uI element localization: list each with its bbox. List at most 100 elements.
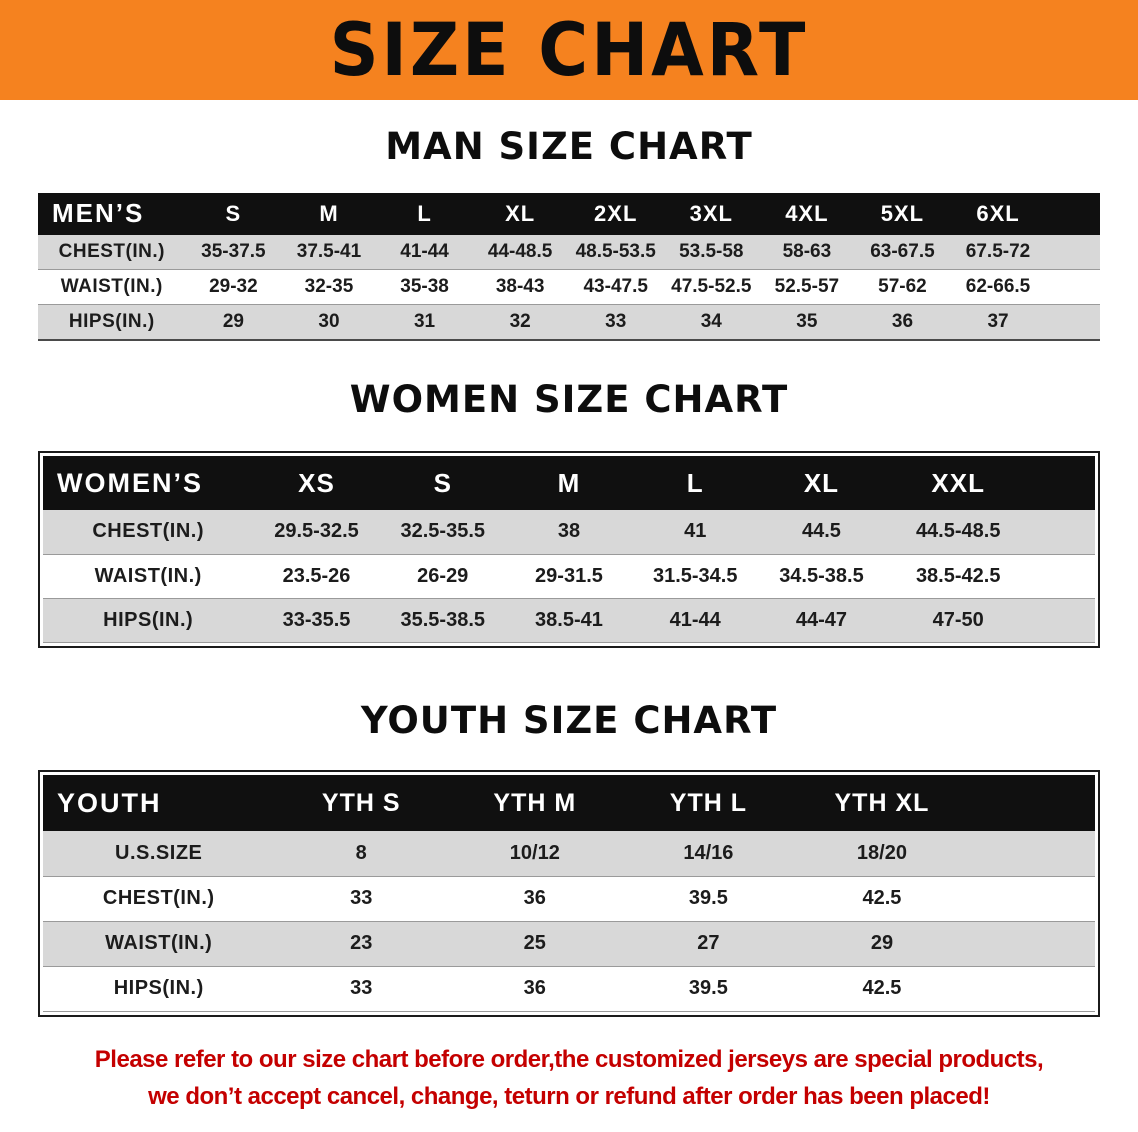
disclaimer-line-1: Please refer to our size chart before or… [94, 1045, 1044, 1073]
measurement-value-cell: 23 [350, 932, 373, 955]
measurement-label-cell: CHEST(IN.) [58, 240, 165, 262]
size-data-row: WAIST(IN.) 29-32 32-35 35-38 38-43 43-47.5 47.… [38, 269, 1100, 305]
size-data-row: HIPS(IN.) 33-35.5 35.5-38.5 38.5-41 41-44 44-… [43, 598, 1095, 643]
measurement-value-cell: 34 [700, 310, 722, 332]
measurement-value-cell: 41 [684, 520, 707, 543]
measurement-value-cell: 8 [355, 841, 367, 864]
size-column-header: S [379, 456, 506, 511]
measurement-value-cell: 32 [509, 310, 531, 332]
measurement-value-cell: 33 [605, 310, 627, 332]
men-section-title: MAN SIZE CHART [385, 125, 753, 168]
banner: SIZE CHART [0, 0, 1138, 100]
measurement-value-cell: 35-37.5 [201, 240, 266, 262]
disclaimer: Please refer to our size chart before or… [28, 1041, 1110, 1115]
measurement-label-cell: HIPS(IN.) [68, 310, 155, 332]
size-data-row: CHEST(IN.) 29.5-32.5 32.5-35.5 38 41 44.5 44.5… [43, 510, 1095, 555]
measurement-value-cell: 29-31.5 [535, 564, 603, 587]
measurement-value-cell: 42.5 [862, 977, 902, 1000]
size-column-header: L [376, 192, 473, 235]
measurement-value-cell: 58-63 [782, 240, 832, 262]
measurement-value-cell: 39.5 [688, 977, 728, 1000]
measurement-value-cell [1046, 270, 1100, 305]
measurement-label-cell: WAIST(IN.) [60, 276, 163, 298]
measurement-value-cell: 47.5-52.5 [671, 276, 752, 298]
measurement-label-cell: WAIST(IN.) [94, 564, 202, 587]
size-column-header: 3XL [663, 192, 760, 235]
measurement-value-cell [969, 966, 1095, 1011]
measurement-value-cell: 31 [413, 310, 436, 332]
youth-section-title: YOUTH SIZE CHART [360, 698, 778, 742]
women-section-title: WOMEN SIZE CHART [349, 377, 789, 421]
measurement-label-cell: WAIST(IN.) [105, 932, 213, 955]
size-data-row: CHEST(IN.) 35-37.5 37.5-41 41-44 44-48.5 48.5… [38, 234, 1100, 270]
measurement-value-cell: 39.5 [688, 887, 728, 910]
men-size-chart-section: MAN SIZE CHART MEN’S S M L XL 2XL 3XL 4XL 5XL 6XL… [0, 125, 1138, 341]
measurement-label-cell: HIPS(IN.) [113, 977, 204, 1000]
size-column-header: YTH L [621, 775, 796, 832]
women-size-table: WOMEN’S XS S M L XL XXL CHEST(IN.) 29.5-32.5 32.5… [43, 456, 1095, 643]
size-column-header: XL [758, 456, 885, 511]
size-data-row: WAIST(IN.) 23.5-26 26-29 29-31.5 31.5-34.5 34… [43, 554, 1095, 599]
measurement-value-cell: 32-35 [304, 276, 354, 298]
measurement-value-cell [1032, 554, 1095, 598]
measurement-value-cell: 27 [697, 932, 720, 955]
measurement-value-cell: 33-35.5 [282, 608, 351, 631]
size-column-header: 4XL [759, 192, 855, 235]
measurement-value-cell: 33 [350, 977, 373, 1000]
charts-area: MAN SIZE CHART MEN’S S M L XL 2XL 3XL 4XL 5XL 6XL… [0, 125, 1138, 1017]
size-column-header: M [281, 192, 377, 235]
size-data-row: HIPS(IN.) 29 30 31 32 33 34 35 36 37 [38, 304, 1100, 340]
measurement-label-cell: CHEST(IN.) [102, 887, 215, 910]
measurement-value-cell: 34.5-38.5 [779, 564, 864, 587]
measurement-label-cell: CHEST(IN.) [92, 520, 205, 543]
measurement-value-cell: 18/20 [856, 841, 907, 864]
measurement-value-cell: 38.5-42.5 [915, 564, 1001, 587]
youth-table-wrapper: YOUTH YTH S YTH M YTH L YTH XL U.S.SIZE 8 10/12… [38, 770, 1100, 1017]
measurement-value-cell: 14/16 [683, 841, 734, 864]
measurement-value-cell: 35 [796, 310, 818, 332]
size-column-header: YTH XL [795, 775, 969, 832]
measurement-value-cell: 37 [987, 310, 1009, 332]
size-data-row: HIPS(IN.) 33 36 39.5 42.5 [43, 966, 1095, 1012]
measurement-value-cell: 10/12 [509, 841, 560, 864]
measurement-value-cell: 23.5-26 [282, 564, 351, 587]
measurement-value-cell: 29 [222, 310, 244, 332]
size-column-header: XXL [884, 456, 1032, 511]
men-size-table: MEN’S S M L XL 2XL 3XL 4XL 5XL 6XL CHEST(IN.) 35-37… [38, 192, 1100, 341]
women-size-chart-section: WOMEN SIZE CHART WOMEN’S XS S M L XL XXL CHEST(… [0, 377, 1138, 648]
size-column-header [1031, 456, 1095, 511]
size-data-row: CHEST(IN.) 33 36 39.5 42.5 [43, 876, 1095, 922]
measurement-value-cell: 41-44 [669, 608, 721, 631]
youth-size-chart-section: YOUTH SIZE CHART YOUTH YTH S YTH M YTH L YTH… [0, 698, 1138, 1017]
measurement-value-cell: 38.5-41 [535, 608, 603, 631]
measurement-value-cell: 26-29 [417, 564, 469, 587]
measurement-value-cell: 32.5-35.5 [400, 520, 485, 543]
measurement-value-cell: 30 [318, 310, 340, 332]
measurement-value-cell: 57-62 [878, 276, 927, 298]
women-table-wrapper: WOMEN’S XS S M L XL XXL CHEST(IN.) 29.5-32.5 32.5… [38, 451, 1100, 648]
measurement-value-cell: 53.5-58 [679, 240, 744, 262]
disclaimer-line-2: we don’t accept cancel, change, teturn o… [148, 1082, 990, 1110]
measurement-value-cell: 31.5-34.5 [652, 564, 738, 587]
measurement-value-cell: 35-38 [400, 276, 449, 298]
measurement-value-cell: 48.5-53.5 [575, 240, 656, 262]
page-title: SIZE CHART [329, 7, 809, 93]
measurement-value-cell: 63-67.5 [870, 240, 935, 262]
measurement-value-cell [1032, 598, 1095, 642]
size-column-header: 5XL [854, 192, 951, 235]
size-column-header: XL [472, 192, 568, 235]
measurement-label-cell: HIPS(IN.) [103, 608, 194, 631]
measurement-value-cell: 67.5-72 [965, 240, 1031, 262]
measurement-value-cell: 41-44 [400, 240, 449, 262]
table-title-cell: YOUTH [43, 775, 275, 832]
size-column-header [1045, 192, 1100, 235]
size-data-row: WAIST(IN.) 23 25 27 29 [43, 921, 1095, 967]
size-data-row: U.S.SIZE 8 10/12 14/16 18/20 [43, 831, 1095, 877]
measurement-value-cell: 62-66.5 [965, 276, 1031, 298]
measurement-value-cell: 52.5-57 [774, 276, 840, 298]
measurement-value-cell: 43-47.5 [583, 276, 648, 298]
measurement-value-cell: 36 [523, 887, 546, 910]
measurement-value-cell: 35.5-38.5 [400, 608, 485, 631]
men-table-wrapper: MEN’S S M L XL 2XL 3XL 4XL 5XL 6XL CHEST(IN.) 35-37… [38, 192, 1100, 341]
size-header-row: WOMEN’S XS S M L XL XXL [43, 456, 1095, 511]
